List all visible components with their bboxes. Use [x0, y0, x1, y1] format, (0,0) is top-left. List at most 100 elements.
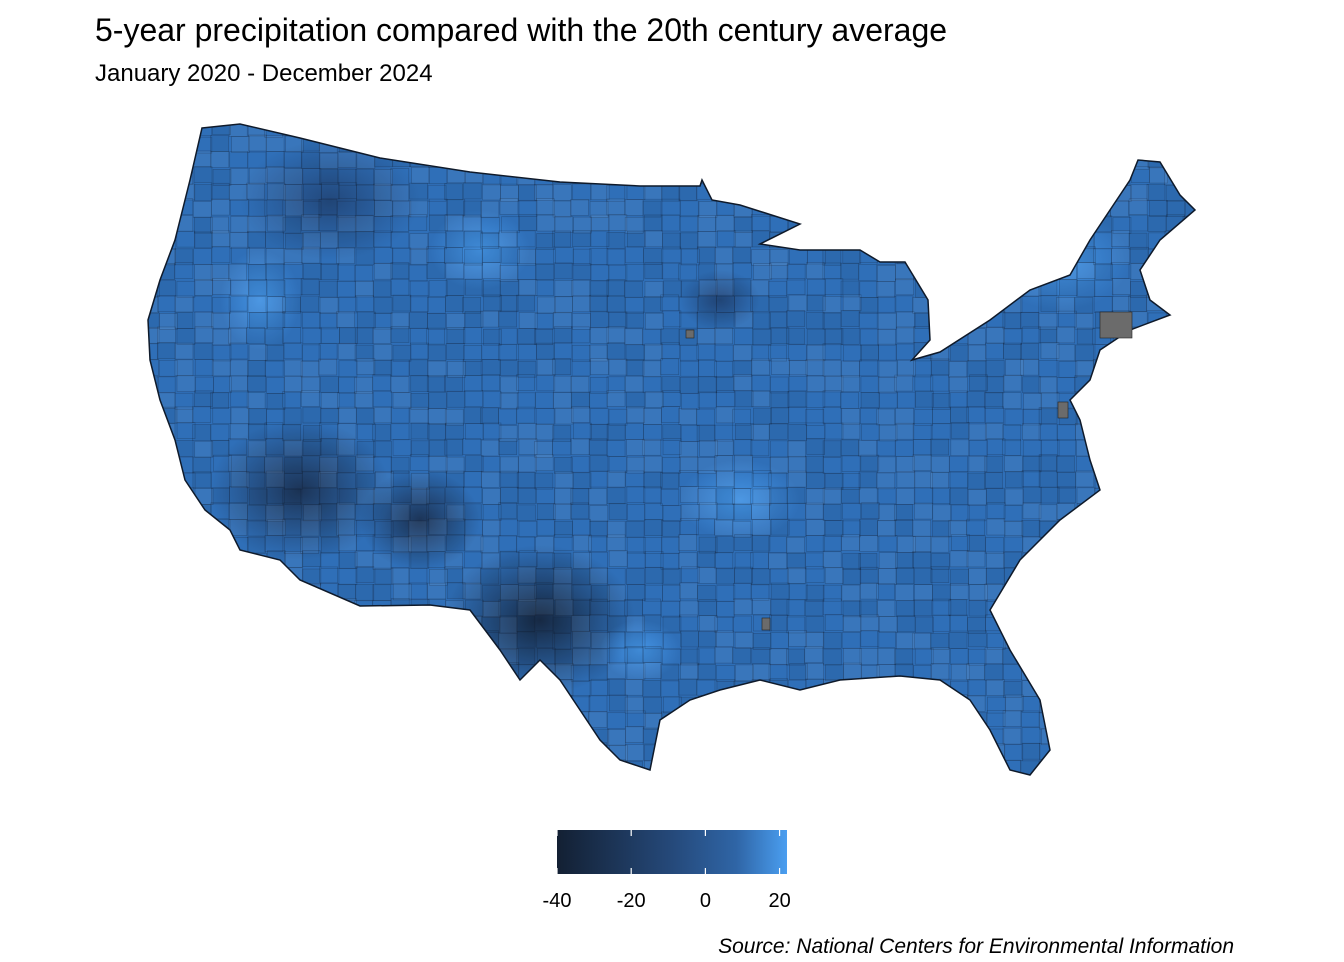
county-cell	[247, 504, 266, 522]
county-cell	[301, 776, 319, 792]
county-cell	[176, 566, 196, 584]
county-cell	[427, 582, 446, 600]
county-cell	[391, 695, 410, 713]
county-cell	[176, 328, 196, 345]
county-cell	[660, 663, 680, 681]
county-cell	[751, 647, 771, 665]
county-cell	[194, 216, 213, 234]
county-cell	[822, 504, 842, 521]
county-cell	[986, 710, 1006, 727]
county-cell	[752, 598, 771, 615]
county-cell	[445, 343, 465, 360]
county-cell	[1057, 486, 1077, 504]
county-cell	[930, 455, 950, 473]
county-cell	[930, 472, 950, 489]
county-cell	[552, 124, 572, 138]
county-cell	[1202, 712, 1220, 728]
county-cell	[248, 584, 267, 602]
county-cell	[174, 124, 194, 138]
county-cell	[193, 343, 213, 360]
county-cell	[284, 456, 304, 474]
county-cell	[1094, 646, 1114, 664]
county-cell	[661, 262, 681, 280]
county-cell	[984, 472, 1003, 489]
county-cell	[625, 470, 645, 488]
legend-color-bar	[557, 830, 787, 874]
county-cell	[336, 247, 355, 264]
county-cell	[552, 230, 571, 248]
county-cell	[932, 215, 951, 233]
county-cell	[968, 151, 988, 168]
county-cell	[1094, 615, 1113, 633]
county-cell	[554, 280, 574, 297]
county-cell	[446, 470, 465, 488]
county-cell	[498, 230, 518, 248]
county-cell	[445, 295, 464, 312]
county-cell	[246, 616, 266, 633]
county-cell	[1021, 470, 1041, 487]
county-cell	[750, 696, 770, 714]
county-cell	[157, 183, 177, 200]
county-cell	[463, 551, 483, 569]
county-cell	[266, 311, 286, 329]
county-cell	[148, 519, 158, 537]
county-cell	[1201, 376, 1219, 392]
county-cell	[751, 375, 771, 392]
county-cell	[660, 680, 680, 698]
county-cell	[1004, 246, 1023, 264]
county-cell	[913, 167, 933, 184]
county-cell	[1182, 360, 1195, 378]
county-cell	[229, 231, 249, 249]
county-cell	[1111, 136, 1131, 154]
county-cell	[408, 582, 428, 600]
county-cell	[1094, 263, 1113, 281]
county-cell	[770, 166, 790, 184]
county-cell	[1020, 215, 1040, 232]
county-cell	[355, 168, 374, 186]
county-cell	[301, 614, 320, 632]
county-cell	[444, 630, 464, 647]
county-cell	[660, 472, 679, 489]
county-cell	[769, 262, 789, 280]
county-cell	[554, 407, 574, 425]
county-cell	[500, 550, 519, 568]
county-cell	[912, 200, 932, 217]
county-cell	[895, 422, 915, 440]
county-cell	[660, 552, 680, 570]
county-cell	[950, 439, 970, 457]
county-cell	[931, 423, 951, 441]
county-cell	[968, 630, 987, 648]
county-cell	[1146, 647, 1166, 664]
county-cell	[859, 648, 879, 665]
county-cell	[733, 472, 753, 489]
county-cell	[895, 711, 915, 729]
county-cell	[930, 633, 950, 650]
county-cell	[877, 376, 897, 394]
county-cell	[858, 487, 878, 505]
county-cell	[768, 472, 788, 490]
county-cell	[1058, 711, 1078, 729]
county-cell	[193, 646, 213, 663]
county-cell	[375, 471, 394, 488]
county-cell	[1201, 135, 1219, 151]
county-cell	[859, 297, 879, 314]
county-cell	[231, 777, 249, 793]
county-cell	[284, 648, 304, 666]
region-tone	[360, 470, 480, 570]
county-cell	[481, 280, 501, 298]
legend-tick-label: -40	[543, 890, 572, 912]
county-cell	[536, 631, 556, 649]
county-cell	[822, 312, 842, 330]
county-cell	[284, 262, 303, 280]
county-cell	[858, 553, 878, 570]
county-cell	[914, 408, 934, 426]
county-cell	[698, 536, 718, 554]
county-cell	[355, 230, 375, 248]
county-cell	[355, 454, 375, 472]
county-cell	[481, 455, 501, 473]
county-cell	[661, 376, 681, 393]
county-cell	[770, 199, 790, 217]
county-cell	[734, 216, 753, 233]
county-cell	[788, 344, 807, 362]
county-cell	[159, 567, 178, 584]
